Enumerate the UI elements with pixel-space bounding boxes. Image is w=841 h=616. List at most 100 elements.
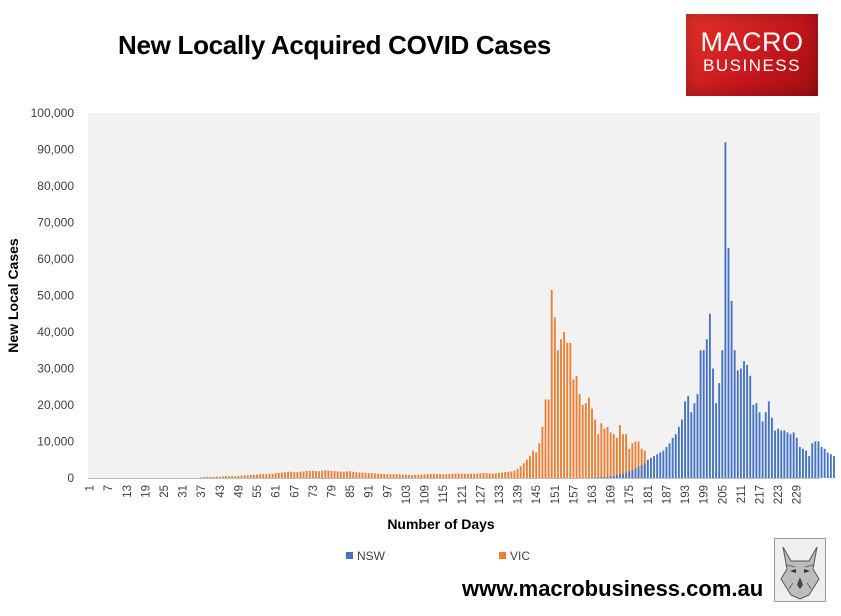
bar-vic: [215, 476, 218, 478]
x-tick-label: 121: [457, 485, 469, 504]
bar-vic: [625, 434, 628, 478]
bar-nsw: [699, 350, 702, 478]
macrobusiness-logo: MACRO BUSINESS: [686, 14, 818, 96]
bar-nsw: [777, 428, 780, 478]
bar-vic: [600, 423, 603, 478]
bar-vic: [640, 448, 643, 478]
x-tick-label: 13: [122, 485, 134, 498]
bar-vic: [420, 474, 423, 478]
bar-vic: [336, 471, 339, 478]
bar-vic: [594, 419, 597, 478]
bar-nsw: [631, 469, 634, 478]
bar-vic: [556, 350, 559, 478]
y-tick-label: 70,000: [37, 216, 74, 230]
bar-nsw: [712, 368, 714, 478]
y-tick-label: 40,000: [37, 325, 74, 339]
bar-vic: [231, 475, 234, 478]
bar-nsw: [671, 437, 674, 478]
bar-nsw: [826, 452, 829, 478]
bar-vic: [383, 473, 386, 478]
x-tick-label: 109: [420, 485, 432, 504]
bar-nsw: [653, 456, 655, 478]
x-tick-label: 151: [550, 485, 562, 504]
y-tick-label: 80,000: [37, 179, 74, 193]
bar-nsw: [724, 142, 727, 478]
bar-vic: [308, 470, 311, 478]
x-tick-label: 205: [717, 485, 729, 504]
bar-nsw: [823, 448, 826, 478]
bar-nsw: [774, 430, 776, 478]
bar-nsw: [798, 446, 801, 478]
bar-nsw: [829, 454, 832, 478]
x-tick-label: 229: [792, 485, 804, 504]
bar-vic: [566, 342, 569, 478]
bar-vic: [342, 471, 345, 478]
x-tick-label: 85: [345, 485, 357, 498]
bar-nsw: [736, 370, 739, 478]
bar-vic: [612, 434, 615, 478]
x-tick-label: 1: [85, 485, 97, 491]
bar-vic: [262, 473, 265, 478]
bar-vic: [442, 474, 445, 478]
legend-swatch-vic: [499, 552, 506, 559]
y-tick-label: 30,000: [37, 362, 74, 376]
bar-vic: [609, 432, 612, 479]
bar-vic: [290, 471, 293, 478]
bar-nsw: [715, 403, 718, 478]
bar-vic: [575, 375, 578, 478]
bar-nsw: [755, 403, 758, 478]
bar-nsw: [603, 476, 606, 478]
bar-vic: [349, 471, 352, 478]
bar-nsw: [640, 465, 643, 478]
x-tick-label: 73: [308, 485, 320, 498]
bar-nsw: [805, 450, 807, 479]
bar-vic: [417, 474, 420, 478]
website-url[interactable]: www.macrobusiness.com.au: [462, 576, 764, 601]
bar-vic: [414, 474, 417, 478]
x-tick-label: 79: [326, 485, 338, 498]
bar-vic: [209, 477, 212, 478]
bar-nsw: [690, 412, 693, 478]
x-tick-label: 115: [438, 485, 450, 503]
bar-nsw: [646, 459, 649, 478]
bar-vic: [206, 476, 209, 478]
bar-nsw: [792, 432, 795, 479]
bar-vic: [628, 448, 631, 478]
bar-vic: [476, 473, 479, 478]
bar-vic: [445, 474, 448, 478]
bar-vic: [538, 443, 541, 478]
bar-nsw: [612, 475, 615, 478]
bar-vic: [532, 450, 535, 479]
bar-vic: [488, 473, 491, 478]
bar-vic: [491, 473, 494, 478]
x-tick-label: 175: [624, 485, 636, 504]
bar-vic: [615, 437, 618, 478]
bar-vic: [578, 394, 581, 478]
bar-vic: [274, 473, 277, 478]
bar-nsw: [628, 471, 631, 478]
bar-vic: [519, 466, 522, 478]
bar-vic: [243, 475, 246, 478]
x-tick-label: 217: [755, 485, 767, 504]
bar-vic: [498, 472, 500, 478]
bar-vic: [395, 473, 398, 478]
bar-nsw: [761, 421, 764, 478]
bar-vic: [439, 474, 441, 478]
bar-vic: [315, 471, 317, 478]
bar-nsw: [600, 477, 603, 478]
series-nsw: [587, 142, 835, 479]
bar-nsw: [650, 457, 652, 478]
bar-vic: [550, 290, 553, 478]
bar-vic: [591, 408, 593, 478]
bar-nsw: [820, 446, 823, 478]
bar-vic: [333, 471, 336, 478]
bar-vic: [321, 470, 324, 478]
bar-nsw: [718, 383, 721, 478]
bar-vic: [361, 472, 364, 478]
x-tick-label: 187: [661, 485, 673, 504]
bar-nsw: [733, 350, 736, 478]
bar-vic: [271, 473, 274, 478]
bar-vic: [479, 473, 482, 478]
bar-nsw: [693, 403, 696, 478]
bar-nsw: [656, 454, 659, 478]
